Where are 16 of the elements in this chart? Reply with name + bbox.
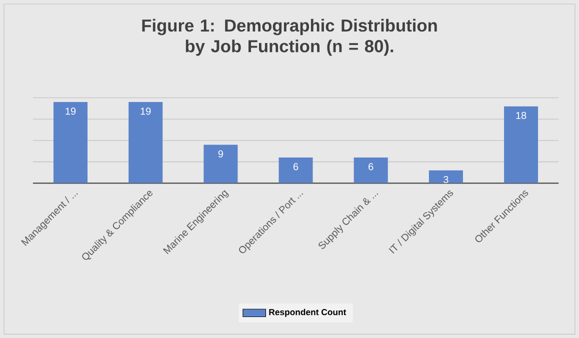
- chart-title: Figure 1: Demographic Distribution by Job Function (n = 80).: [142, 18, 437, 56]
- data-label: 3: [444, 176, 448, 183]
- bar: [504, 106, 538, 184]
- data-label: 18: [516, 112, 526, 119]
- bar: [354, 157, 388, 184]
- bar: [428, 170, 463, 184]
- bar: [204, 144, 238, 184]
- legend-label: Respondent Count: [269, 308, 346, 317]
- data-label: 6: [293, 163, 298, 170]
- data-label: 19: [140, 108, 151, 115]
- data-label: 6: [368, 163, 374, 170]
- bar: [278, 157, 313, 184]
- bar: [128, 102, 163, 184]
- bar: [53, 102, 88, 184]
- data-label: 19: [66, 108, 76, 115]
- data-label: 9: [218, 150, 223, 158]
